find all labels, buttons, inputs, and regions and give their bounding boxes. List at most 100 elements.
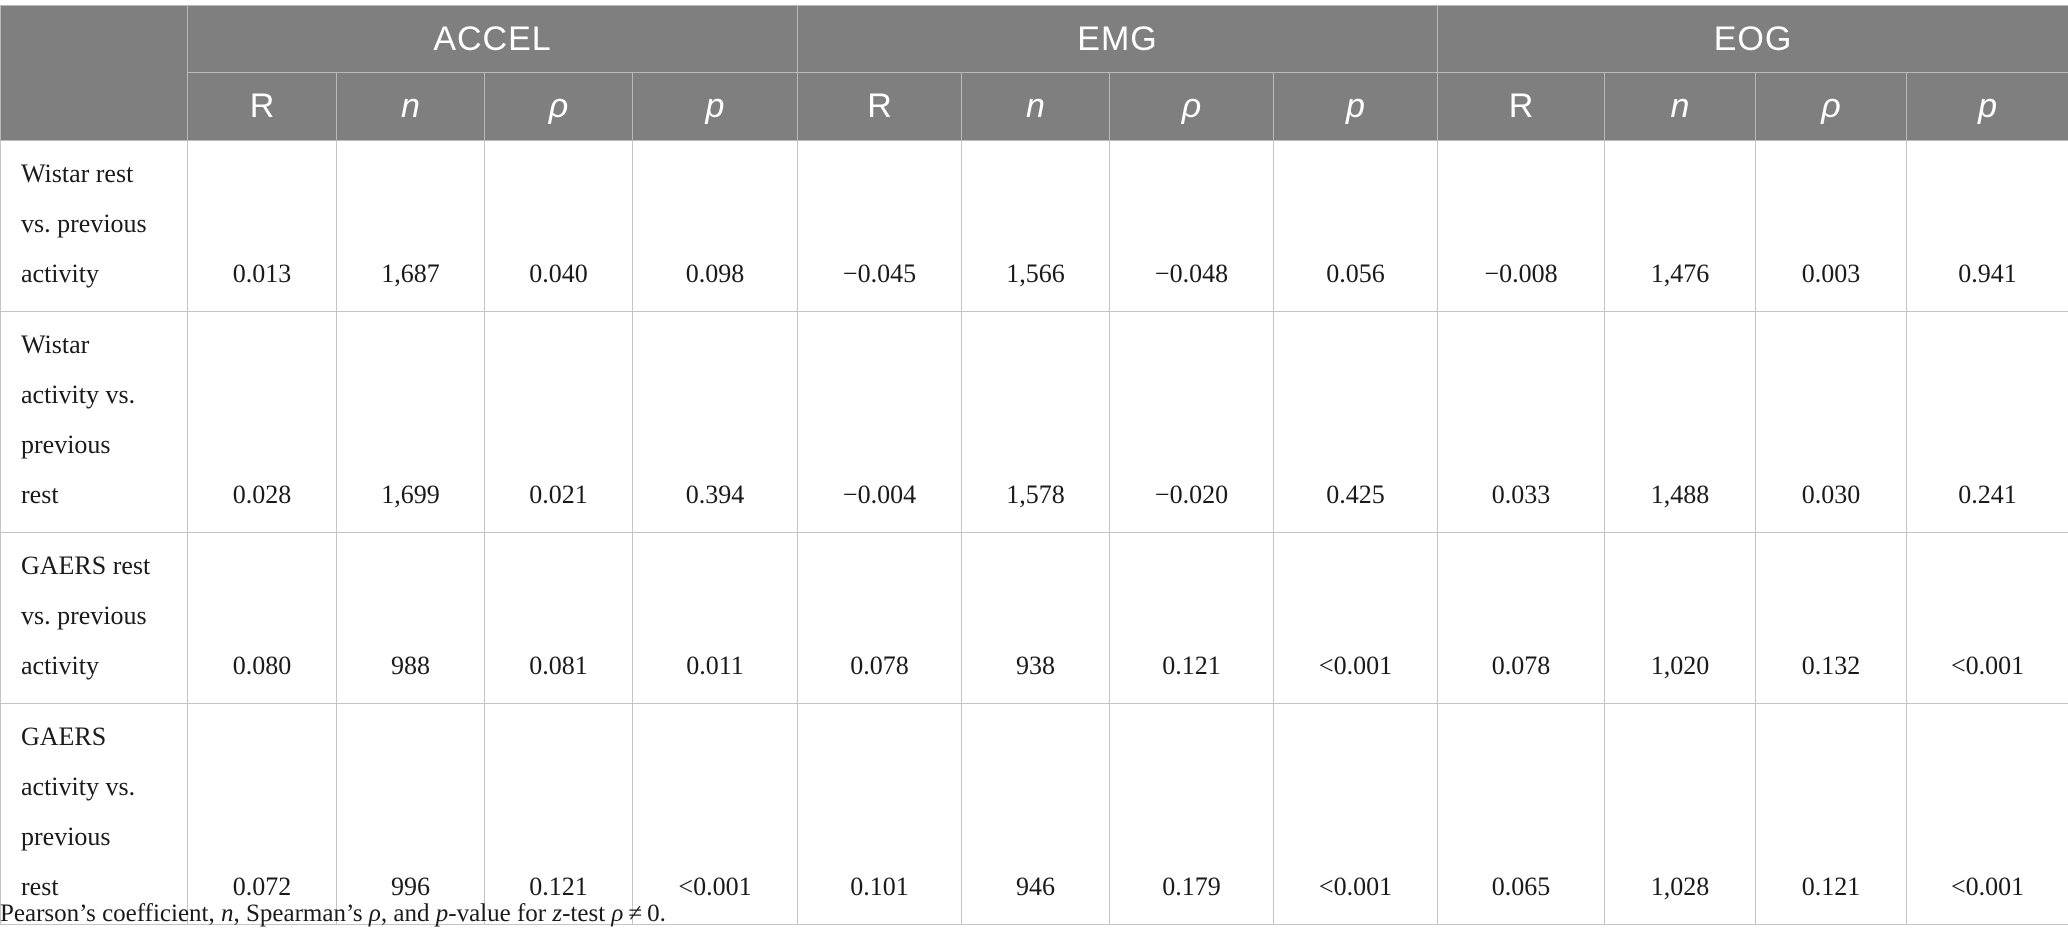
value-cell: <0.001 (1906, 532, 2068, 704)
value-cell: 0.065 (1437, 703, 1606, 925)
value-cell: 0.241 (1906, 311, 2068, 533)
value-cell: 1,476 (1604, 140, 1757, 312)
value-cell: 0.033 (1437, 311, 1606, 533)
row-label-line: rest (21, 872, 59, 901)
subheader-p: p (1272, 72, 1439, 141)
row-label-line: activity vs. (21, 772, 136, 801)
footnote-z: z (552, 900, 563, 927)
value-cell: 0.030 (1755, 311, 1908, 533)
row-label-line: vs. previous (21, 601, 147, 630)
value-cell: −0.045 (797, 140, 962, 312)
value-cell: 988 (336, 532, 485, 704)
footnote-text: ≠ 0. (623, 900, 666, 927)
value-cell: <0.001 (632, 703, 798, 925)
value-cell: 0.394 (632, 311, 798, 533)
subheader-n: n (961, 72, 1110, 141)
footnote-text: , and (380, 900, 436, 927)
value-cell: 0.121 (484, 703, 633, 925)
value-cell: 1,578 (961, 311, 1110, 533)
table-row: Wistar activity vs. previous rest 0.028 1,699… (0, 311, 2068, 533)
row-label-line: previous (21, 430, 111, 459)
value-cell: 0.078 (797, 532, 962, 704)
value-cell: 0.078 (1437, 532, 1606, 704)
correlation-table: ACCEL EMG EOG R n ρ p R n ρ p R n ρ p Wi… (0, 5, 2068, 925)
subheader-row: R n ρ p R n ρ p R n ρ p (1, 72, 2068, 141)
group-header-emg: EMG (796, 5, 1439, 73)
row-label-line: GAERS rest (21, 551, 151, 580)
footnote-text: , Spearman’s (233, 900, 369, 927)
row-label-line: activity (21, 259, 99, 288)
footnote-p: p (435, 900, 449, 927)
value-cell: 0.072 (187, 703, 337, 925)
value-cell: <0.001 (1272, 703, 1439, 925)
value-cell: 1,699 (336, 311, 485, 533)
value-cell: 0.056 (1272, 140, 1439, 312)
value-cell: −0.008 (1437, 140, 1606, 312)
value-cell: 0.425 (1272, 311, 1439, 533)
value-cell: 1,028 (1604, 703, 1757, 925)
value-cell: 0.011 (632, 532, 798, 704)
value-cell: −0.004 (797, 311, 962, 533)
subheader-p: p (632, 72, 798, 141)
value-cell: 1,566 (961, 140, 1110, 312)
row-label: GAERS activity vs. previous rest (0, 703, 188, 925)
subheader-r: R (1437, 72, 1606, 141)
row-label-line: activity vs. (21, 380, 136, 409)
value-cell: 1,687 (336, 140, 485, 312)
subheader-n: n (336, 72, 485, 141)
value-cell: 938 (961, 532, 1110, 704)
row-label-line: vs. previous (21, 209, 147, 238)
value-cell: 0.132 (1755, 532, 1908, 704)
footnote-rho: ρ (368, 900, 381, 927)
row-label-line: activity (21, 651, 99, 680)
value-cell: 996 (336, 703, 485, 925)
row-label-line: Wistar (21, 330, 90, 359)
value-cell: 0.121 (1109, 532, 1274, 704)
value-cell: −0.020 (1109, 311, 1274, 533)
value-cell: −0.048 (1109, 140, 1274, 312)
table-body: Wistar rest vs. previous activity 0.013 1,68… (0, 140, 2068, 925)
value-cell: 0.021 (484, 311, 633, 533)
footnote-rho: ρ (611, 900, 624, 927)
group-header-accel: ACCEL (187, 5, 798, 73)
group-header-eog: EOG (1437, 5, 2068, 73)
table-row: GAERS rest vs. previous activity 0.080 988 0.… (0, 532, 2068, 704)
row-label: Wistar rest vs. previous activity (0, 140, 188, 312)
subheader-rho: ρ (484, 72, 633, 141)
value-cell: 0.080 (187, 532, 337, 704)
table-row: GAERS activity vs. previous rest 0.072 996 0.1… (0, 703, 2068, 925)
value-cell: 0.081 (484, 532, 633, 704)
corner-cell (0, 5, 188, 141)
row-label-line: GAERS (21, 722, 107, 751)
row-label: GAERS rest vs. previous activity (0, 532, 188, 704)
value-cell: 0.121 (1755, 703, 1908, 925)
value-cell: 0.013 (187, 140, 337, 312)
footnote-text: -value for (448, 900, 553, 927)
footnote-text: Pearson’s coefficient, (0, 900, 221, 927)
subheader-p: p (1906, 72, 2068, 141)
footnote-n: n (221, 900, 234, 927)
value-cell: 0.040 (484, 140, 633, 312)
value-cell: 0.179 (1109, 703, 1274, 925)
table-footnote: Pearson’s coefficient, n, Spearman’s ρ, … (0, 900, 666, 928)
value-cell: 0.003 (1755, 140, 1908, 312)
value-cell: <0.001 (1906, 703, 2068, 925)
value-cell: 1,488 (1604, 311, 1757, 533)
value-cell: 0.101 (797, 703, 962, 925)
row-label: Wistar activity vs. previous rest (0, 311, 188, 533)
row-label-line: previous (21, 822, 111, 851)
subheader-rho: ρ (1755, 72, 1908, 141)
subheader-r: R (187, 72, 337, 141)
value-cell: 0.028 (187, 311, 337, 533)
value-cell: 0.941 (1906, 140, 2068, 312)
row-label-line: Wistar rest (21, 159, 134, 188)
row-label-line: rest (21, 480, 59, 509)
table-row: Wistar rest vs. previous activity 0.013 1,68… (0, 140, 2068, 312)
footnote-text: -test (562, 900, 612, 927)
value-cell: <0.001 (1272, 532, 1439, 704)
value-cell: 946 (961, 703, 1110, 925)
value-cell: 1,020 (1604, 532, 1757, 704)
group-header-row: ACCEL EMG EOG (0, 5, 2068, 141)
value-cell: 0.098 (632, 140, 798, 312)
subheader-n: n (1604, 72, 1757, 141)
